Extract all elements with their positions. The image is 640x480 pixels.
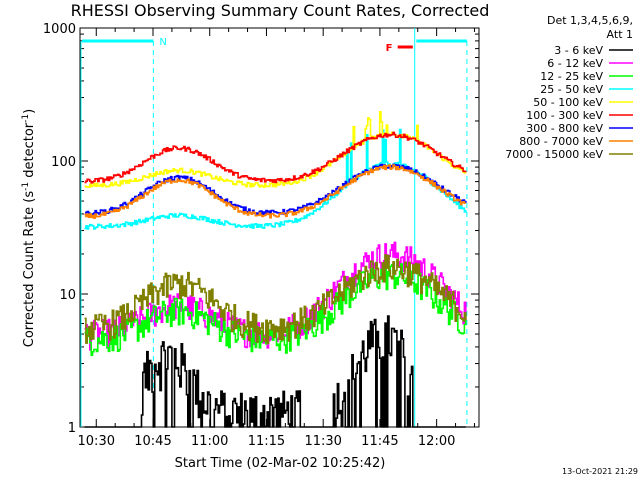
- legend-label-7: 800 - 7000 keV: [519, 135, 603, 148]
- series-line-8: [84, 254, 467, 344]
- x-tick-label: 11:30: [304, 434, 341, 449]
- series-line-0: [84, 315, 466, 428]
- legend-label-1: 6 - 12 keV: [547, 57, 603, 70]
- legend-label-4: 50 - 100 keV: [533, 96, 603, 109]
- series-line-6: [84, 163, 467, 217]
- y-axis-label-sup2: -1: [21, 114, 31, 123]
- legend-label-0: 3 - 6 keV: [554, 44, 603, 57]
- x-tick-label: 11:00: [191, 434, 228, 449]
- annotations: NF: [80, 28, 468, 427]
- x-tick-label: 11:45: [361, 434, 398, 449]
- x-tick-label: 10:45: [134, 434, 171, 449]
- legend-header-2: Att 1: [607, 28, 633, 41]
- x-axis-ticks: 10:30 10:45 11:00 11:15 11:30 11:45 12:00: [78, 28, 475, 449]
- y-axis-label-group: Corrected Count Rate (s-1 detector-1): [21, 109, 37, 347]
- svg-text:Corrected Count Rate (s-1 dete: Corrected Count Rate (s-1 detector-1): [21, 109, 37, 347]
- legend-label-6: 300 - 800 keV: [526, 122, 603, 135]
- y-axis-label-end: ): [22, 109, 37, 114]
- legend-label-8: 7000 - 15000 keV: [505, 148, 603, 161]
- y-axis-label-mid: detector: [22, 122, 37, 182]
- night-label: N: [159, 37, 166, 48]
- flare-label: F: [386, 43, 393, 54]
- series-line-4: [84, 111, 467, 188]
- y-tick-label: 1: [68, 421, 76, 436]
- y-tick-label: 10: [59, 288, 76, 303]
- y-axis-label: Corrected Count Rate (s: [22, 191, 37, 348]
- x-axis-label: Start Time (02-Mar-02 10:25:42): [175, 456, 386, 471]
- x-tick-label: 11:15: [248, 434, 285, 449]
- legend-label-3: 25 - 50 keV: [540, 83, 603, 96]
- series-layer: [84, 111, 467, 428]
- y-axis-label-sup1: -1: [21, 182, 31, 191]
- legend-label-5: 100 - 300 keV: [526, 109, 603, 122]
- x-tick-label: 12:00: [418, 434, 455, 449]
- legend-header-1: Det 1,3,4,5,6,9,: [547, 14, 633, 27]
- y-tick-label: 1000: [43, 22, 76, 37]
- timestamp: 13-Oct-2021 21:29: [562, 467, 638, 476]
- chart-title: RHESSI Observing Summary Count Rates, Co…: [71, 1, 490, 20]
- y-tick-label: 100: [51, 155, 76, 170]
- legend-label-2: 12 - 25 keV: [540, 70, 603, 83]
- y-axis-ticks: 1 10 100 1000: [43, 22, 479, 436]
- x-tick-label: 10:30: [78, 434, 115, 449]
- series-line-7: [84, 164, 466, 219]
- series-line-5: [84, 131, 467, 184]
- plot-frame: [79, 27, 480, 428]
